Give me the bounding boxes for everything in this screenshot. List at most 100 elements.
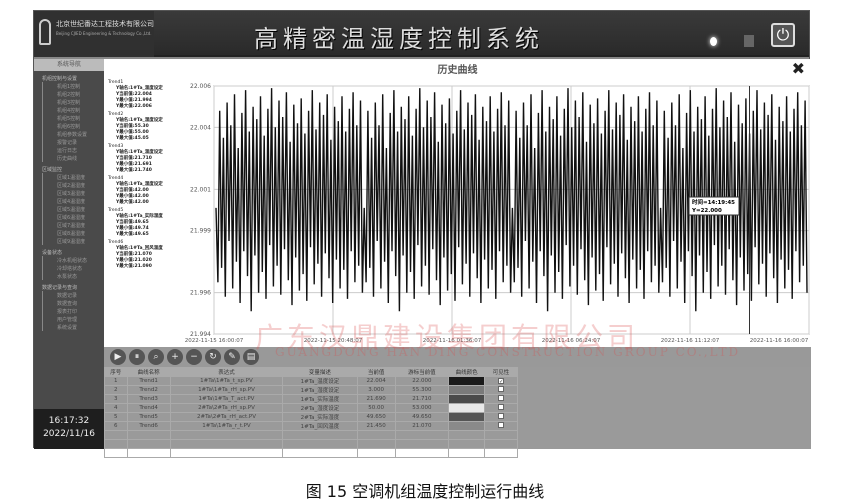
refresh-icon: ↻	[209, 352, 217, 362]
legend-trend-name[interactable]: Trend5	[108, 208, 124, 213]
table-row[interactable]: 3 Trend3 1#Ta\1#Ta_T_act.PV 1#Ta_实际温度 21.690…	[104, 394, 518, 404]
legend-line: Y最小值:55.00	[116, 130, 149, 135]
sidebar-group[interactable]: 数据记录与查询	[42, 285, 78, 291]
sidebar-item[interactable]: 数据查询	[42, 299, 104, 307]
sidebar-item[interactable]: 冷却塔状态	[42, 264, 104, 272]
column-header[interactable]: 曲线颜色	[448, 367, 486, 377]
legend-line: Y轴名:1#Ta_湿度设定	[116, 182, 163, 187]
legend-trend-name[interactable]: Trend2	[108, 112, 124, 117]
visibility-checkbox[interactable]	[498, 404, 505, 410]
legend-line: Y最大值:22.006	[116, 104, 152, 109]
logo-icon	[39, 19, 51, 45]
visibility[interactable]: ✓	[484, 376, 518, 386]
sidebar-item[interactable]: 机组6控制	[42, 122, 104, 130]
visibility[interactable]	[484, 394, 518, 404]
column-header[interactable]: 可见性	[484, 367, 518, 377]
legend-trend-name[interactable]: Trend3	[108, 144, 124, 149]
sidebar-item[interactable]: 区域7温湿度	[42, 221, 104, 229]
row-index: 5	[104, 412, 128, 422]
column-header[interactable]: 序号	[104, 367, 128, 377]
sidebar-item[interactable]: 机组参数设置	[42, 130, 104, 138]
sidebar-item[interactable]: 历史曲线	[42, 154, 104, 162]
sidebar-group[interactable]: 区域监控	[42, 167, 63, 173]
sidebar-item[interactable]: 用户管理	[42, 315, 104, 323]
sidebar-item[interactable]: 区域5温湿度	[42, 205, 104, 213]
close-button[interactable]: ✖	[792, 59, 805, 78]
sidebar-item[interactable]: 机组1控制	[42, 82, 104, 90]
table-row[interactable]: 4 Trend4 2#Ta\2#Ta_rH_sp.PV 2#Ta_湿度设定 50.00 5…	[104, 403, 518, 413]
visibility[interactable]	[484, 385, 518, 395]
sidebar-item[interactable]: 水泵状态	[42, 272, 104, 280]
visibility-checkbox[interactable]	[498, 386, 505, 392]
legend-trend-name[interactable]: Trend6	[108, 240, 124, 245]
curve-name: Trend2	[126, 385, 171, 395]
zoom-out-button[interactable]: −	[186, 349, 202, 365]
visibility[interactable]	[484, 421, 518, 431]
current-value: 3.000	[356, 385, 396, 395]
zoom-in-button[interactable]: +	[167, 349, 183, 365]
x-tick-label: 2022-11-15 16:00:07	[185, 338, 244, 344]
sidebar-item[interactable]: 冷水机组状态	[42, 256, 104, 264]
print-button[interactable]: ▤	[243, 349, 259, 365]
sidebar-item[interactable]: 报表打印	[42, 307, 104, 315]
pause-button[interactable]: ⏸	[129, 349, 145, 365]
print-icon: ▤	[246, 352, 256, 362]
cursor-tooltip-text: Y=22.000	[691, 208, 722, 214]
sidebar-item[interactable]: 运行日志	[42, 146, 104, 154]
sidebar-item[interactable]: 机组5控制	[42, 114, 104, 122]
table-row[interactable]: 6 Trend6 1#Ta\1#Ta_r_t.PV 1#Ta_回风温度 21.450 21…	[104, 421, 518, 431]
curve-color[interactable]	[448, 394, 486, 404]
empty-cell	[169, 439, 284, 449]
table-row[interactable]: 5 Trend5 2#Ta\2#Ta_rH_act.PV 2#Ta_实际湿度 49.65…	[104, 412, 518, 422]
empty-cell	[126, 430, 171, 440]
power-button[interactable]: ⏻	[771, 23, 795, 47]
table-row[interactable]: 1 Trend1 1#Ta\1#Ta_t_sp.PV 1#Ta_温度设定 22.004 2…	[104, 376, 518, 386]
visibility-checkbox[interactable]	[498, 422, 505, 428]
legend-trend-name[interactable]: Trend1	[108, 80, 124, 85]
sidebar-group[interactable]: 机组控制与设置	[42, 76, 78, 82]
sidebar-item[interactable]: 系统设置	[42, 323, 104, 331]
sidebar-item[interactable]: 区域6温湿度	[42, 213, 104, 221]
curve-color[interactable]	[448, 421, 486, 431]
sidebar-item[interactable]: 机组4控制	[42, 106, 104, 114]
sidebar-title[interactable]: 系统导航	[34, 59, 104, 71]
visibility-checkbox[interactable]	[498, 413, 505, 419]
visibility-checkbox[interactable]: ✓	[498, 377, 505, 385]
table-row[interactable]: 2 Trend2 1#Ta\1#Ta_rH_sp.PV 1#Ta_湿度设定 3.000 5…	[104, 385, 518, 395]
sidebar-group[interactable]: 设备状态	[42, 250, 63, 256]
sidebar-item[interactable]: 机组2控制	[42, 90, 104, 98]
curve-color[interactable]	[448, 385, 486, 395]
chart-toolbar: ▶ ⏸ ⌕ + − ↻ ✎ ▤	[104, 347, 811, 367]
sidebar-item[interactable]: 数据记录	[42, 291, 104, 299]
current-value: 22.004	[356, 376, 396, 386]
column-header[interactable]: 游标当前值	[394, 367, 450, 377]
sidebar-item[interactable]: 机组3控制	[42, 98, 104, 106]
sidebar-item[interactable]: 区域2温湿度	[42, 181, 104, 189]
curve-color[interactable]	[448, 412, 486, 422]
trend-chart[interactable]: 22.00622.00422.00121.99921.99621.9942022…	[104, 59, 811, 347]
zoom-area-button[interactable]: ⌕	[148, 349, 164, 365]
play-button[interactable]: ▶	[110, 349, 126, 365]
column-header[interactable]: 变量描述	[282, 367, 358, 377]
visibility[interactable]	[484, 412, 518, 422]
legend-trend-name[interactable]: Trend4	[108, 176, 124, 181]
curve-color[interactable]	[448, 403, 486, 413]
column-header[interactable]: 当前值	[356, 367, 396, 377]
expression: 2#Ta\2#Ta_rH_act.PV	[169, 412, 284, 422]
sidebar-item[interactable]: 区域8温湿度	[42, 229, 104, 237]
sidebar-item[interactable]: 区域4温湿度	[42, 197, 104, 205]
power-icon: ⏻	[776, 25, 790, 44]
refresh-button[interactable]: ↻	[205, 349, 221, 365]
column-header[interactable]: 表达式	[169, 367, 284, 377]
visibility[interactable]	[484, 403, 518, 413]
y-tick-label: 21.999	[190, 228, 211, 235]
column-header[interactable]: 曲线名称	[126, 367, 171, 377]
alarm-bell-icon[interactable]	[744, 35, 754, 47]
settings-wrench-button[interactable]: ✎	[224, 349, 240, 365]
sidebar-item[interactable]: 报警记录	[42, 138, 104, 146]
curve-color[interactable]	[448, 376, 486, 386]
visibility-checkbox[interactable]	[498, 395, 505, 401]
sidebar-item[interactable]: 区域1温湿度	[42, 173, 104, 181]
sidebar-item[interactable]: 区域3温湿度	[42, 189, 104, 197]
sidebar-item[interactable]: 区域9温湿度	[42, 237, 104, 245]
